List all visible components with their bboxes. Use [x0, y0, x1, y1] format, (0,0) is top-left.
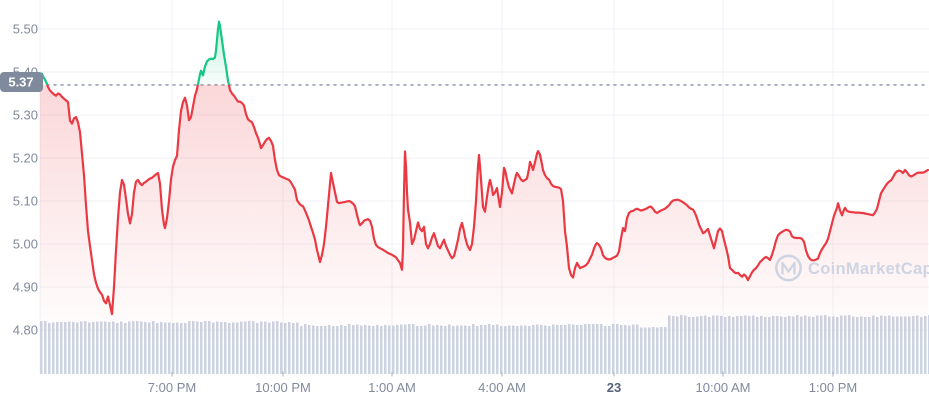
- y-axis-label: 4.90: [13, 280, 38, 295]
- x-axis-label: 4:00 AM: [478, 380, 526, 395]
- y-axis-label: 5.30: [13, 108, 38, 123]
- price-line-red: [38, 84, 929, 316]
- y-axis-label: 5.20: [13, 151, 38, 166]
- y-axis-label: 5.00: [13, 237, 38, 252]
- baseline-price-badge: 5.37: [0, 72, 43, 92]
- coinmarketcap-logo-m-glyph: [781, 261, 796, 275]
- watermark-text: CoinMarketCap: [808, 260, 929, 278]
- x-axis-label: 7:00 PM: [148, 380, 196, 395]
- price-area-above-baseline: [40, 21, 229, 85]
- baseline-badge-background: [0, 72, 43, 92]
- axis-labels: 5.505.405.305.205.105.004.904.807:00 PM1…: [13, 22, 858, 396]
- price-line: [38, 20, 929, 316]
- baseline-badge-label: 5.37: [8, 75, 33, 90]
- y-axis-label: 5.50: [13, 22, 38, 37]
- price-area-fills: [40, 21, 928, 375]
- x-axis-label: 1:00 PM: [809, 380, 857, 395]
- x-axis-label: 1:00 AM: [368, 380, 416, 395]
- x-axis-label: 10:00 PM: [255, 380, 311, 395]
- price-area-below-baseline: [40, 84, 928, 375]
- y-axis-label: 5.10: [13, 194, 38, 209]
- y-axis-label: 4.80: [13, 323, 38, 338]
- x-axis-label: 23: [607, 380, 621, 395]
- x-axis-label: 10:00 AM: [696, 380, 751, 395]
- coinmarketcap-logo-icon: [774, 254, 802, 282]
- coinmarketcap-watermark: CoinMarketCap: [774, 254, 929, 282]
